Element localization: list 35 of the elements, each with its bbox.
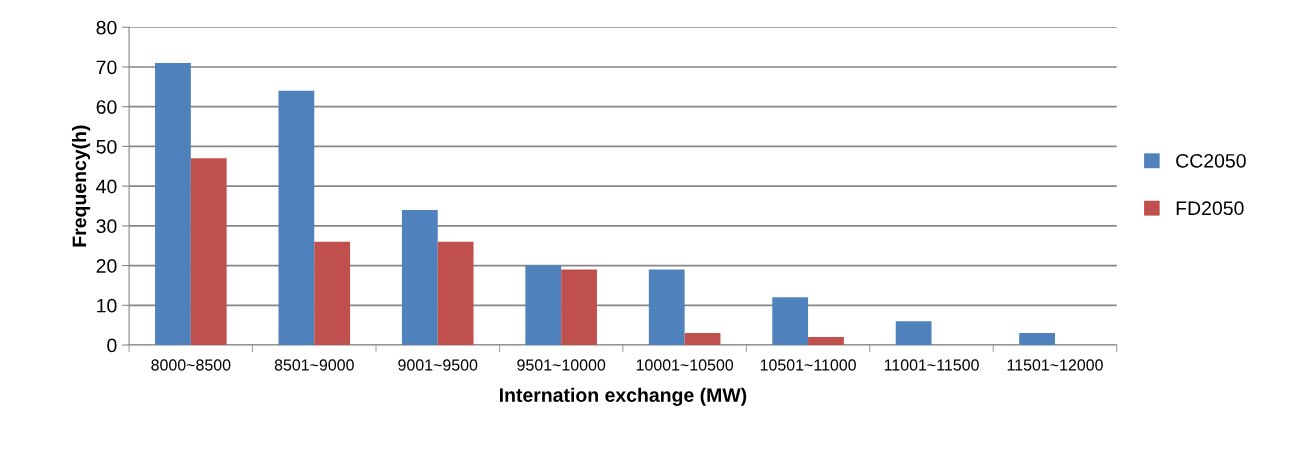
bar xyxy=(808,337,844,346)
bar xyxy=(278,90,315,346)
y-tick-label: 30 xyxy=(96,219,117,234)
x-tick-label: 8000~8500 xyxy=(151,359,231,371)
x-tick-label: 10501~11000 xyxy=(760,359,856,371)
y-tick-label: 60 xyxy=(96,100,117,114)
legend-label: FD2050 xyxy=(1176,201,1244,216)
x-tick-label: 11001~11500 xyxy=(884,359,979,371)
y-tick-label: 80 xyxy=(96,20,117,35)
legend-label: CC2050 xyxy=(1176,153,1246,168)
bar xyxy=(437,241,474,346)
y-tick-label: 20 xyxy=(96,259,117,273)
x-tick-label: 8501~9000 xyxy=(274,359,354,371)
bar xyxy=(155,62,191,346)
x-tick-label: 10001~10500 xyxy=(636,359,734,371)
x-tick-label: 9501~10000 xyxy=(517,359,606,371)
bar xyxy=(190,158,227,346)
bar xyxy=(1019,333,1055,346)
bar xyxy=(314,241,351,346)
bar xyxy=(772,297,809,346)
y-tick-label: 10 xyxy=(97,298,117,313)
bar xyxy=(561,269,597,346)
y-tick-label: 0 xyxy=(107,338,117,353)
bar xyxy=(401,209,438,346)
bar xyxy=(648,269,685,346)
x-tick-label: 9001~9500 xyxy=(398,359,478,371)
y-tick-label: 70 xyxy=(96,60,117,75)
y-tick-label: 40 xyxy=(96,179,117,194)
y-axis-title: Frequency(h) xyxy=(71,125,91,247)
bar xyxy=(684,333,721,346)
x-tick-label: 11501~12000 xyxy=(1007,359,1103,371)
bar xyxy=(895,321,932,346)
bar xyxy=(525,265,562,346)
y-tick-label: 50 xyxy=(96,139,117,154)
x-axis-title: Internation exchange (MW) xyxy=(499,387,747,406)
